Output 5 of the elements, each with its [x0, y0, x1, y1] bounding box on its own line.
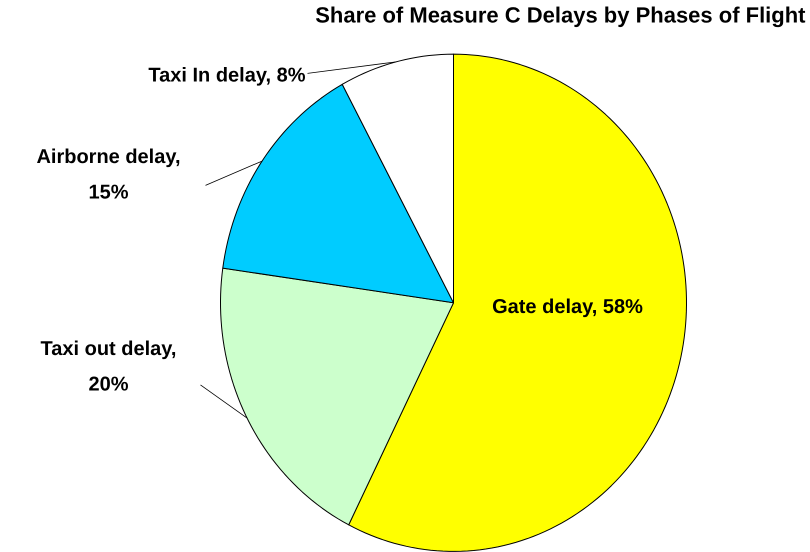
slice-label: Taxi out delay, 20%: [40, 338, 176, 396]
legend-label: Airborne delay, 15%: [36, 146, 181, 204]
chart-title: Share of Measure C Delays by Phases of Flight: [315, 2, 806, 28]
slice-label: Taxi In delay, 8%: [148, 64, 306, 87]
slice-label: Gate delay, 58%: [492, 296, 644, 318]
